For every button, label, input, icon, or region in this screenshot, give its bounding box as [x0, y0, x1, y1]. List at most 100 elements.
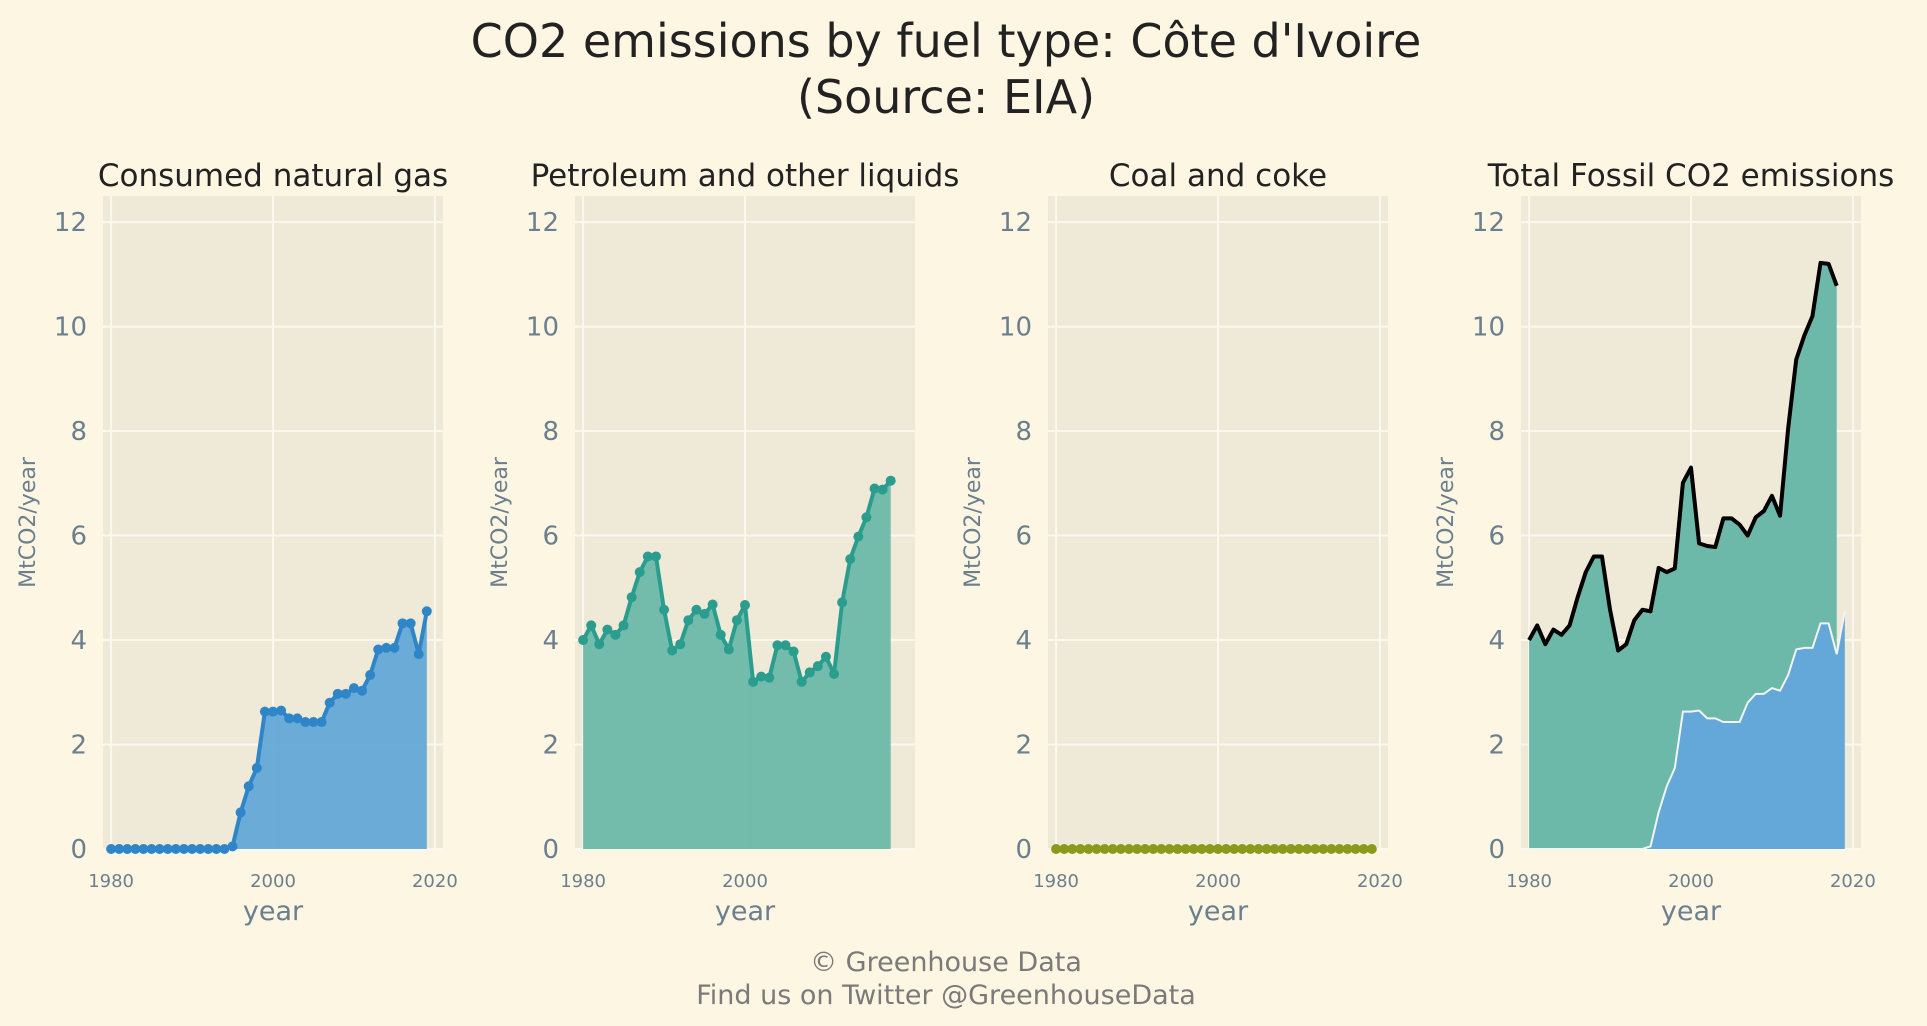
x-tick-label: 1980 [1506, 871, 1552, 892]
data-point [1269, 844, 1280, 854]
y-tick-label: 8 [70, 417, 87, 447]
y-tick-label: 2 [70, 731, 87, 761]
x-axis-label: year [243, 896, 304, 927]
y-tick-label: 6 [1488, 522, 1505, 552]
data-point [413, 649, 424, 660]
y-tick-label: 6 [542, 522, 559, 552]
data-point [1059, 844, 1070, 854]
y-tick-label: 8 [1488, 417, 1505, 447]
data-point [227, 841, 238, 852]
data-point [1221, 844, 1232, 854]
data-point [756, 671, 767, 682]
data-point [1342, 844, 1353, 854]
data-point [397, 618, 408, 629]
y-tick-label: 10 [526, 313, 559, 343]
data-point [130, 844, 141, 854]
data-point [812, 661, 823, 672]
data-point [699, 608, 710, 619]
footer-twitter: Find us on Twitter @GreenhouseData [696, 980, 1196, 1011]
data-point [1277, 844, 1288, 854]
total-line [1527, 260, 1839, 653]
data-point [421, 606, 432, 617]
panel-petroleum: 0 2 4 6 8 10 12 1980 2000 Petroleum and other liq… [488, 158, 959, 927]
data-point [691, 604, 702, 615]
x-axis-label: year [1188, 896, 1249, 927]
data-point [276, 705, 287, 716]
data-point [772, 640, 783, 651]
data-point [683, 615, 694, 626]
data-point [602, 624, 613, 635]
x-tick-label: 2020 [1830, 871, 1876, 892]
data-point [324, 697, 335, 708]
data-point [1302, 844, 1313, 854]
y-tick-label: 12 [54, 208, 87, 238]
data-point [106, 844, 117, 854]
data-point [853, 531, 864, 542]
y-tick-label: 4 [1488, 626, 1505, 656]
data-point [195, 844, 206, 854]
data-point [1148, 844, 1159, 854]
panel-title: Consumed natural gas [98, 158, 448, 194]
data-point [1091, 844, 1102, 854]
data-point [154, 844, 165, 854]
data-point [659, 604, 670, 615]
data-point [820, 651, 831, 662]
x-tick-label: 2020 [1357, 871, 1403, 892]
panel-title: Coal and coke [1109, 158, 1327, 194]
x-tick-label: 2000 [1195, 871, 1241, 892]
y-tick-label: 12 [526, 208, 559, 238]
data-point [348, 683, 359, 694]
data-point [284, 713, 295, 724]
y-tick-label: 4 [542, 626, 559, 656]
data-point [1261, 844, 1272, 854]
data-point [1366, 844, 1377, 854]
data-point [1334, 844, 1345, 854]
y-tick-label: 10 [1472, 313, 1505, 343]
figure-title-line2: (Source: EIA) [797, 70, 1095, 124]
data-point [1140, 844, 1151, 854]
data-point [1237, 844, 1248, 854]
data-point [796, 676, 807, 687]
y-tick-label: 6 [1015, 522, 1032, 552]
y-tick-label: 8 [1015, 417, 1032, 447]
data-point [829, 668, 840, 679]
data-point [780, 640, 791, 651]
footer-copyright: © Greenhouse Data [810, 947, 1082, 978]
y-tick-label: 10 [54, 313, 87, 343]
y-tick-label: 4 [1015, 626, 1032, 656]
data-point [211, 844, 222, 854]
data-point [187, 844, 198, 854]
y-axis-label: MtCO2/year [16, 456, 41, 588]
panel-coal: 0 2 4 6 8 10 12 1980 2000 2020 Coal and coke year Mt… [961, 158, 1403, 927]
data-point [259, 706, 270, 717]
data-point [578, 635, 589, 646]
data-point [804, 667, 815, 678]
data-point [138, 844, 149, 854]
data-point [340, 688, 351, 699]
x-tick-label: 1980 [1033, 871, 1079, 892]
data-point [170, 844, 181, 854]
data-point [748, 676, 759, 687]
data-point [1075, 844, 1086, 854]
data-point [1293, 844, 1304, 854]
data-point [642, 551, 653, 562]
x-axis-label: year [1661, 896, 1722, 927]
y-tick-label: 0 [1015, 835, 1032, 865]
data-point [308, 717, 319, 728]
y-tick-label: 10 [999, 313, 1032, 343]
data-point [1099, 844, 1110, 854]
data-point [1083, 844, 1094, 854]
data-point [1196, 844, 1207, 854]
panel-natural-gas: 0 2 4 6 8 10 12 1980 2000 2020 Consumed natural ga… [16, 158, 458, 927]
y-tick-label: 4 [70, 626, 87, 656]
y-axis-label: MtCO2/year [961, 456, 986, 588]
data-point [1132, 844, 1143, 854]
x-tick-label: 2000 [250, 871, 296, 892]
data-point [1107, 844, 1118, 854]
data-point [1123, 844, 1134, 854]
data-point [715, 629, 726, 640]
data-point [837, 597, 848, 608]
data-point [1180, 844, 1191, 854]
y-tick-label: 0 [542, 835, 559, 865]
data-point [1115, 844, 1126, 854]
